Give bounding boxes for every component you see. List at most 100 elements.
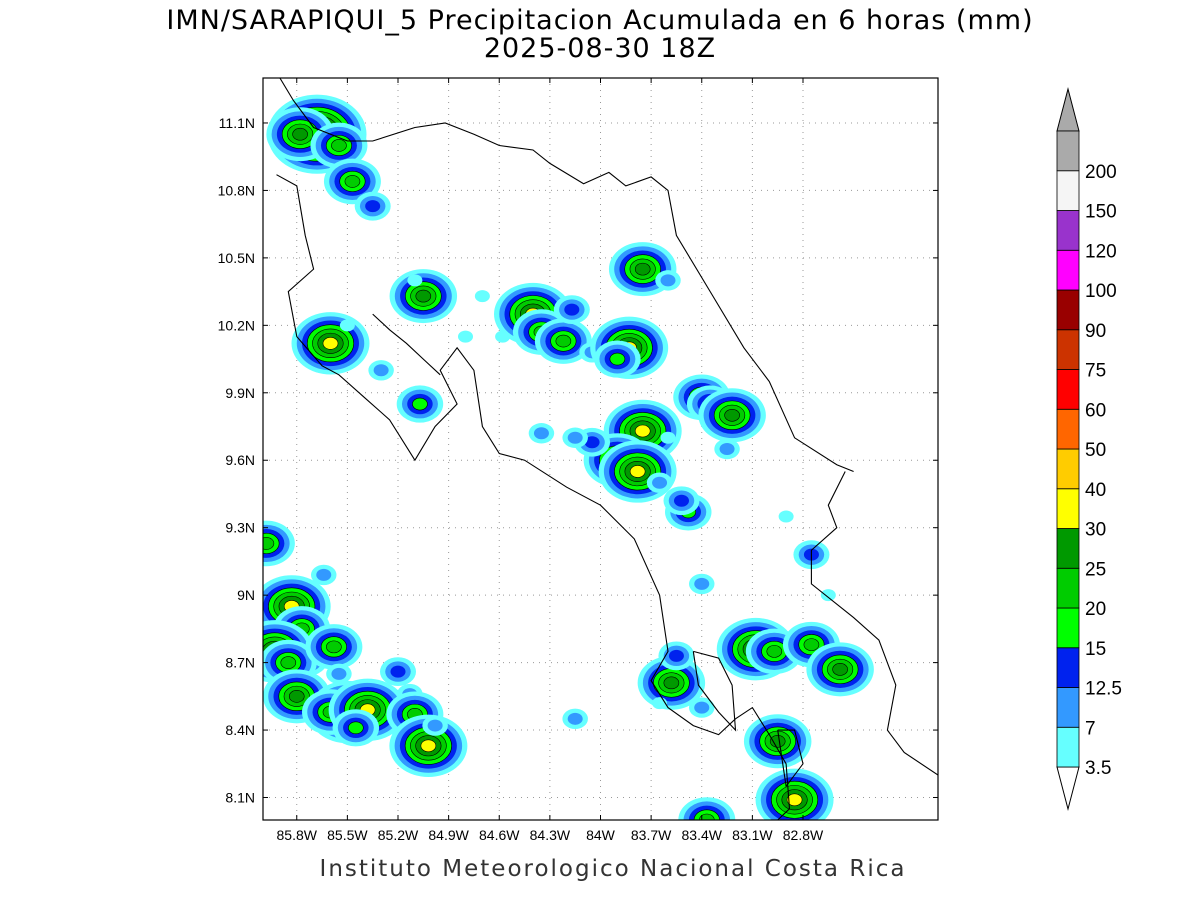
colorbar-swatch xyxy=(1056,687,1080,728)
colorbar-swatch xyxy=(1056,130,1080,172)
precip-contour xyxy=(407,274,423,287)
precip-cell xyxy=(658,641,695,671)
precip-cell xyxy=(806,642,874,697)
colorbar-swatch xyxy=(1056,408,1080,450)
coastline xyxy=(276,174,791,820)
precip-contour xyxy=(495,330,511,343)
precip-contour xyxy=(694,701,710,714)
precip-contour xyxy=(820,589,836,602)
precip-cell xyxy=(553,295,590,324)
colorbar-max-arrow xyxy=(1056,87,1080,132)
precip-contour xyxy=(663,676,680,690)
precip-cell xyxy=(714,438,740,460)
precip-contour xyxy=(786,793,803,807)
precip-contour xyxy=(567,431,583,444)
axis-labels: 11.1N 10.8N 10.5N 10.2N 9.9N 9.6N 9.3N 9N 8.7N 8.… xyxy=(218,78,938,843)
precip-cell xyxy=(422,715,448,736)
precip-cell xyxy=(368,360,394,381)
colorbar-label: 200 xyxy=(1085,162,1117,183)
lon-tick-label: 84.9W xyxy=(428,827,469,843)
colorbar-label: 15 xyxy=(1085,639,1106,660)
lon-tick-label: 85.2W xyxy=(378,827,419,843)
precip-cell xyxy=(305,624,363,670)
color-legend: 3.5 7 12.5 15 20 25 30 40 50 60 75 90 100 120 150 200 xyxy=(1056,87,1122,811)
precip-contour xyxy=(365,200,381,213)
precip-contour xyxy=(694,577,710,590)
precip-contour xyxy=(660,274,676,287)
map-datetime: 2025-08-30 18Z xyxy=(483,33,717,64)
coastline xyxy=(372,313,441,376)
colorbar-swatch xyxy=(1056,369,1080,410)
precip-cell xyxy=(339,319,355,332)
colorbar-label: 25 xyxy=(1085,559,1106,580)
colorbar-swatch xyxy=(1056,329,1080,370)
precip-contour xyxy=(766,645,783,658)
precip-contour xyxy=(668,649,684,662)
precip-cell xyxy=(389,714,468,777)
precip-contour xyxy=(348,721,364,735)
colorbar-swatch xyxy=(1056,726,1080,768)
precip-cell xyxy=(263,520,295,567)
precipitation-cells xyxy=(263,94,874,820)
lon-tick-label: 84W xyxy=(586,827,616,843)
lon-tick-label: 82.8W xyxy=(783,827,824,843)
precip-cell xyxy=(793,540,830,570)
precip-cell xyxy=(655,270,681,291)
colorbar-label: 7 xyxy=(1085,718,1096,739)
precip-contour xyxy=(339,319,355,332)
precip-contour xyxy=(326,640,342,654)
colorbar-label: 75 xyxy=(1085,361,1106,382)
precip-cell xyxy=(311,564,337,586)
precip-contour xyxy=(724,408,740,422)
colorbar-label: 20 xyxy=(1085,599,1106,620)
precip-cell xyxy=(646,472,673,493)
colorbar-label: 30 xyxy=(1085,520,1106,541)
precip-contour xyxy=(533,427,549,440)
precip-contour xyxy=(412,397,428,411)
colorbar-swatch xyxy=(1056,647,1080,688)
precip-cell xyxy=(534,318,592,364)
colorbar-label: 3.5 xyxy=(1085,758,1111,779)
precip-contour xyxy=(634,424,651,438)
precip-cell xyxy=(380,657,416,686)
precip-cell xyxy=(637,655,706,710)
precip-cell xyxy=(407,274,423,287)
lon-tick-label: 85.8W xyxy=(277,827,318,843)
precip-contour xyxy=(316,568,332,581)
colorbar-swatch xyxy=(1056,528,1080,569)
lon-tick-label: 85.5W xyxy=(327,827,368,843)
lon-tick-label: 84.6W xyxy=(479,827,520,843)
precip-cell xyxy=(354,191,391,221)
precip-contour xyxy=(660,431,676,444)
lon-tick-label: 84.3W xyxy=(530,827,571,843)
precip-contour xyxy=(292,127,308,141)
precip-cell xyxy=(266,107,334,162)
precip-contour xyxy=(832,663,848,676)
lat-tick-label: 10.2N xyxy=(218,317,255,333)
precip-cell xyxy=(698,388,766,443)
colorbar-label: 12.5 xyxy=(1085,679,1122,700)
precip-contour xyxy=(331,667,347,680)
precip-contour xyxy=(652,476,668,489)
precip-contour xyxy=(629,465,646,478)
map-title: IMN/SARAPIQUI_5 Precipitacion Acumulada … xyxy=(166,5,1034,36)
lon-tick-label: 83.7W xyxy=(631,827,672,843)
precip-contour xyxy=(420,739,437,753)
precip-contour xyxy=(458,330,473,343)
precip-contour xyxy=(674,494,689,507)
footer-credit: Instituto Meteorologico Nacional Costa R… xyxy=(319,856,907,882)
colorbar-label: 150 xyxy=(1085,202,1117,223)
colorbar-swatch xyxy=(1056,607,1080,649)
coastline xyxy=(692,650,737,732)
coastlines xyxy=(276,78,938,820)
precip-cell xyxy=(458,330,473,343)
colorbar-swatch xyxy=(1056,170,1080,211)
lat-tick-label: 9N xyxy=(237,587,255,603)
colorbar-swatch xyxy=(1056,210,1080,251)
precip-cell xyxy=(755,768,834,820)
lat-tick-label: 10.8N xyxy=(218,182,255,198)
colorbar-label: 50 xyxy=(1085,440,1106,461)
precip-contour xyxy=(373,364,389,377)
colorbar-swatch xyxy=(1056,488,1080,529)
